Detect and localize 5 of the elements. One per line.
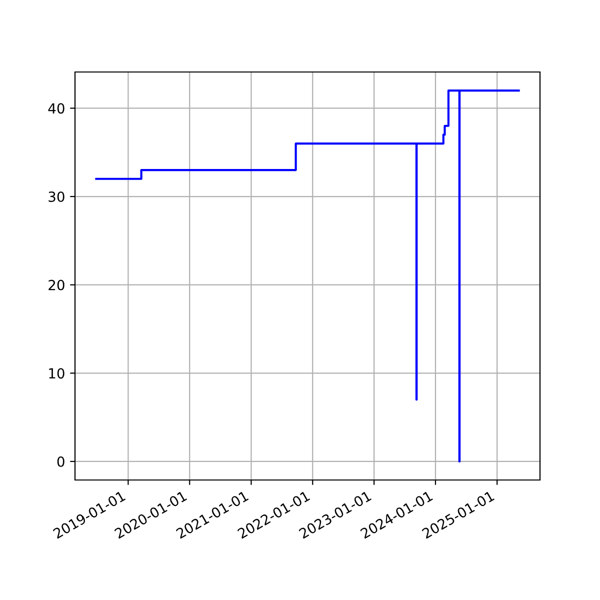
y-tick-label: 30 — [48, 191, 64, 202]
y-tick-label: 10 — [49, 368, 64, 379]
y-tick-label: 20 — [48, 280, 64, 290]
y-tick-label: 0 — [57, 456, 64, 467]
y-tick-label: 40 — [48, 103, 64, 114]
